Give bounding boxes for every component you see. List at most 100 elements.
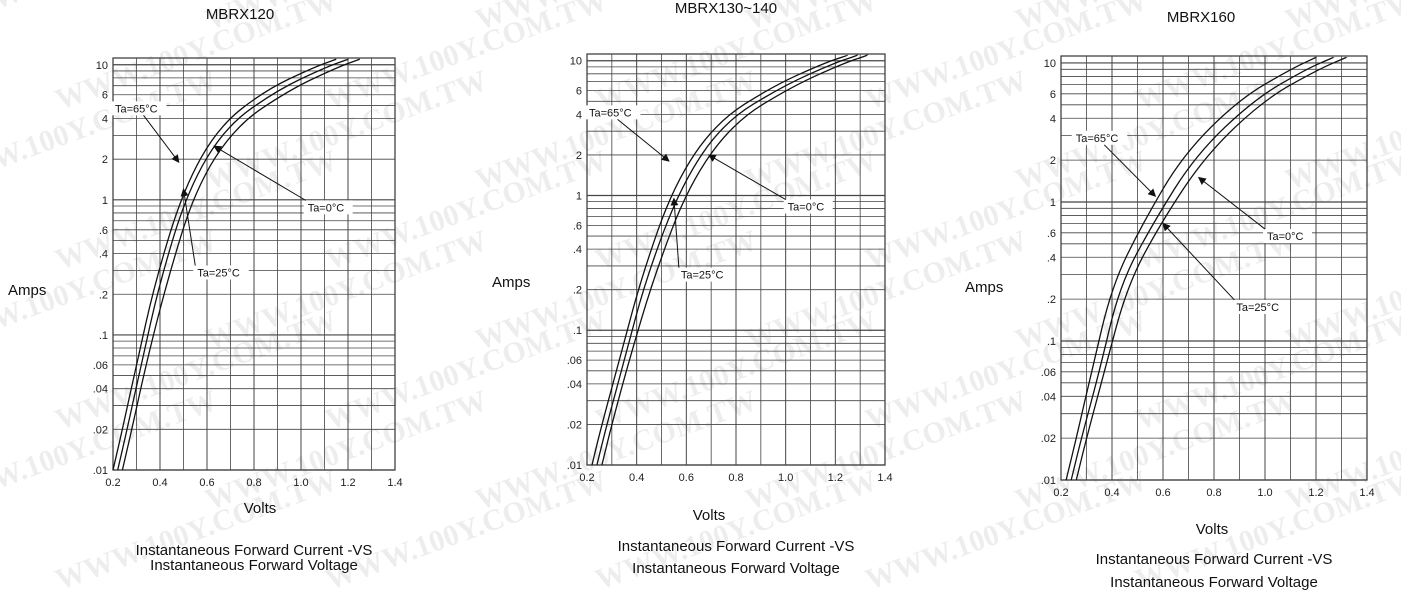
y-tick-label: 2 [102, 154, 108, 166]
annotation-label: Ta=65°C [115, 103, 158, 115]
y-tick-label: .01 [567, 460, 582, 472]
annotation-box [303, 200, 353, 215]
x-tick-label: 0.8 [1206, 487, 1221, 499]
chart-title: MBRX130~140 [675, 0, 777, 17]
y-tick-label: .04 [93, 384, 108, 396]
x-tick-label: 0.6 [1155, 487, 1170, 499]
y-tick-label: .02 [1041, 433, 1056, 445]
annotation-arrow [180, 188, 196, 266]
annotation-box [1263, 229, 1312, 244]
annotation-label: Ta=0°C [788, 202, 825, 214]
caption-line-2: Instantaneous Forward Voltage [150, 557, 358, 574]
x-tick-label: 0.2 [105, 477, 120, 489]
x-tick-label: 1.2 [1308, 487, 1323, 499]
y-tick-label: 10 [96, 60, 108, 72]
annotation-box [193, 265, 249, 280]
annotation-label: Ta=65°C [589, 107, 632, 119]
y-tick-label: .4 [99, 249, 108, 261]
y-tick-label: .01 [93, 465, 108, 477]
y-tick-label: .02 [567, 419, 582, 431]
annotation-label: Ta=25°C [681, 270, 724, 282]
x-axis-label: Volts [693, 507, 726, 524]
chart-panel-3: 10 6 4 2 1 .6 .4 .2 .1 .06 .04 .02 .010.2 0.4 0.6 0.8 1.… [965, 9, 1375, 591]
x-tick-label: 0.8 [728, 472, 743, 484]
annotation-arrow [1162, 222, 1235, 301]
y-tick-label: .06 [1041, 367, 1056, 379]
watermark-text: WWW.100Y.COM.TW [321, 464, 611, 594]
y-tick-label: 10 [570, 56, 582, 68]
y-tick-label: 1 [1050, 197, 1056, 209]
y-tick-label: 6 [102, 90, 108, 102]
y-tick-label: .02 [93, 424, 108, 436]
y-tick-label: .06 [93, 360, 108, 372]
series-line-ta0c [601, 54, 869, 466]
annotation-arrow [1197, 176, 1266, 230]
x-tick-label: 1.0 [778, 472, 793, 484]
y-tick-label: .4 [1047, 252, 1056, 264]
caption-line-2: Instantaneous Forward Voltage [1110, 574, 1318, 591]
y-tick-label: 6 [576, 86, 582, 98]
annotation-box [585, 105, 641, 120]
y-tick-label: .06 [567, 355, 582, 367]
y-tick-label: 4 [1050, 113, 1056, 125]
annotation-box [676, 267, 733, 282]
annotation-label: Ta=65°C [1076, 133, 1119, 145]
chart-title: MBRX120 [206, 6, 274, 23]
x-tick-label: 1.4 [387, 477, 402, 489]
annotation-arrow [670, 197, 680, 268]
watermark-text: WWW.100Y.COM.TW [0, 0, 221, 37]
series-line-ta25c [117, 58, 349, 471]
series-line-ta25c [1070, 56, 1335, 481]
watermark-text: WWW.100Y.COM.TW [861, 464, 1151, 594]
annotation-label: Ta=0°C [1267, 231, 1304, 243]
y-tick-label: .1 [573, 325, 582, 337]
annotation-arrow [707, 154, 786, 200]
y-tick-label: 4 [102, 114, 108, 126]
annotation-label: Ta=25°C [1236, 302, 1279, 314]
x-tick-label: 0.4 [152, 477, 167, 489]
caption-line-2: Instantaneous Forward Voltage [632, 560, 840, 577]
caption-line-1: Instantaneous Forward Current -VS [1096, 551, 1333, 568]
series-line-ta65c [112, 58, 337, 471]
caption-line-1: Instantaneous Forward Current -VS [618, 538, 855, 555]
y-tick-label: 6 [1050, 89, 1056, 101]
series-line-ta0c [121, 58, 361, 471]
y-tick-label: .04 [1041, 391, 1056, 403]
annotation-arrow [143, 115, 180, 163]
caption-line-1: Instantaneous Forward Current -VS [136, 542, 373, 559]
y-tick-label: .04 [567, 379, 582, 391]
y-axis-label: Amps [965, 279, 1003, 296]
annotation-box [783, 199, 833, 214]
series-line-ta65c [1065, 56, 1317, 481]
x-tick-label: 1.4 [1359, 487, 1374, 499]
series-line-ta0c [1075, 56, 1348, 481]
x-tick-label: 0.2 [579, 472, 594, 484]
y-tick-label: .1 [99, 330, 108, 342]
y-axis-label: Amps [8, 282, 46, 299]
x-tick-label: 1.4 [877, 472, 892, 484]
y-tick-label: 1 [576, 190, 582, 202]
y-tick-label: 1 [102, 195, 108, 207]
annotation-arrow [617, 118, 670, 162]
y-tick-label: .6 [573, 220, 582, 232]
x-tick-label: 0.6 [679, 472, 694, 484]
y-tick-label: .6 [99, 225, 108, 237]
y-tick-label: .2 [99, 289, 108, 301]
annotation-label: Ta=25°C [197, 268, 240, 280]
x-tick-label: 0.8 [246, 477, 261, 489]
x-tick-label: 0.4 [629, 472, 644, 484]
y-tick-label: 10 [1044, 58, 1056, 70]
y-tick-label: .1 [1047, 336, 1056, 348]
series-line-ta65c [591, 54, 849, 466]
y-tick-label: 2 [1050, 155, 1056, 167]
y-tick-label: .01 [1041, 475, 1056, 487]
x-tick-label: 0.2 [1053, 487, 1068, 499]
y-tick-label: 4 [576, 109, 582, 121]
annotation-arrow [1103, 144, 1157, 197]
x-tick-label: 1.2 [340, 477, 355, 489]
x-tick-label: 1.2 [828, 472, 843, 484]
y-tick-label: .4 [573, 244, 582, 256]
annotation-arrow [213, 145, 306, 201]
y-tick-label: .2 [1047, 294, 1056, 306]
